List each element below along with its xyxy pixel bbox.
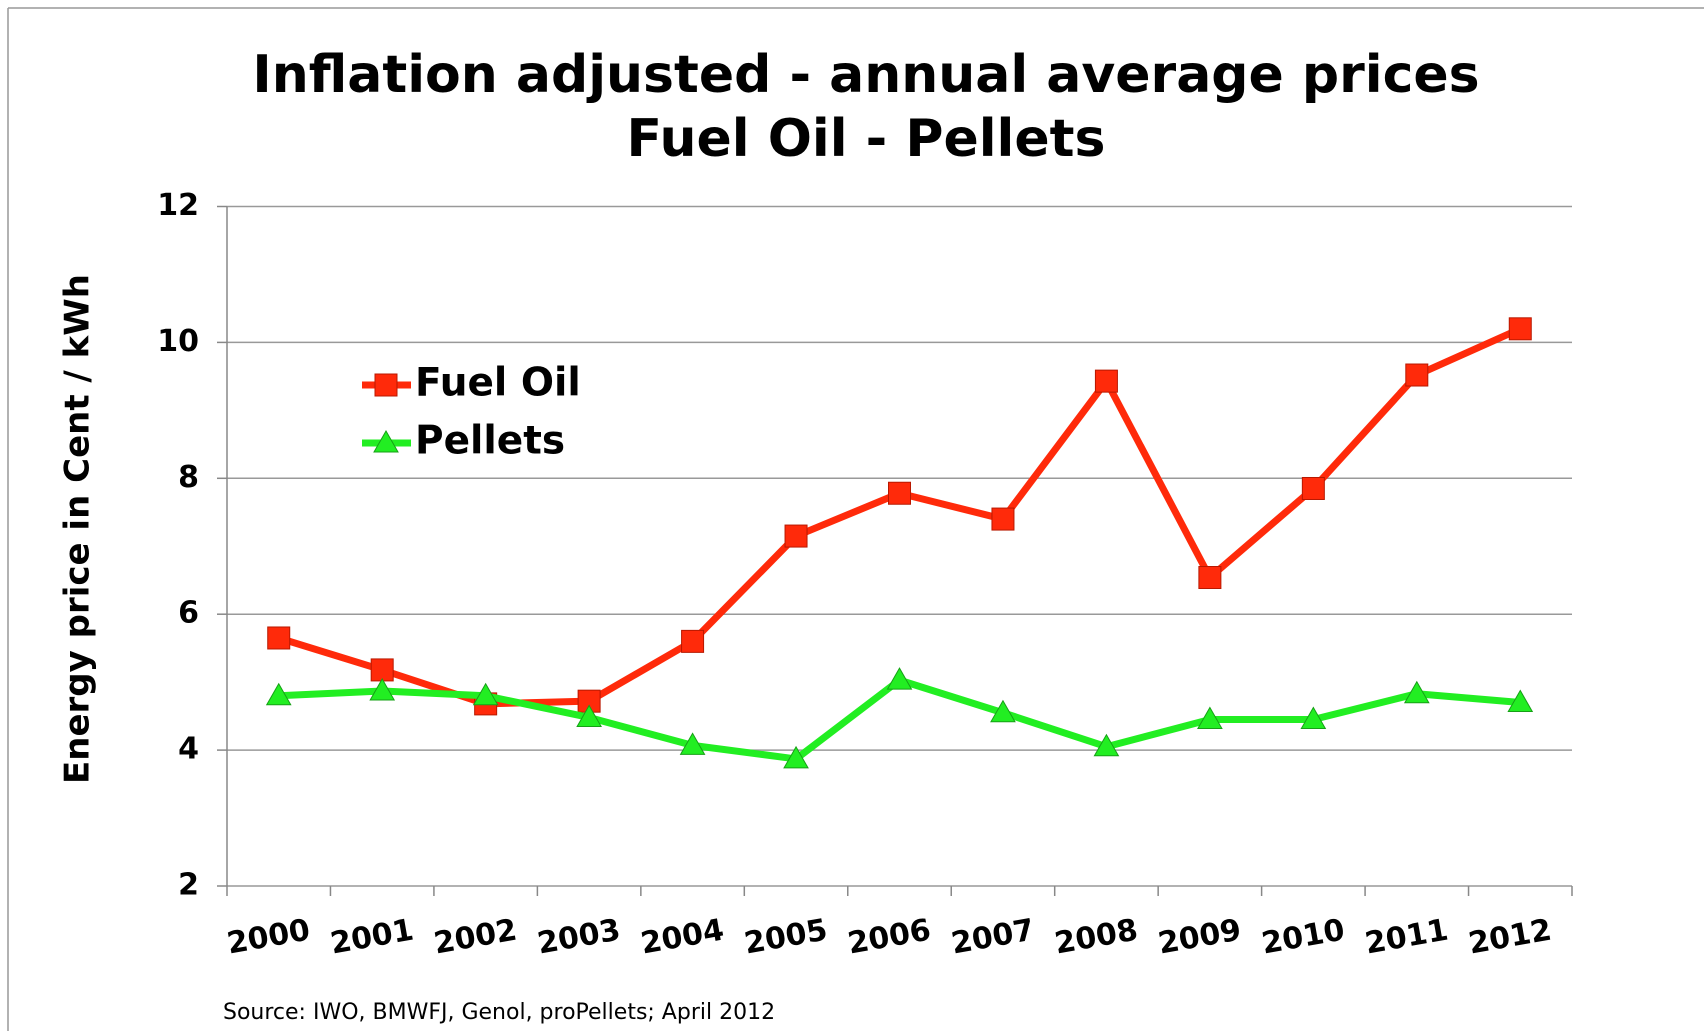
- data-point: [1405, 363, 1429, 387]
- data-point: [1197, 706, 1223, 730]
- x-tick-label: 2000: [224, 913, 312, 962]
- x-tick-label: 2002: [431, 913, 519, 962]
- data-point: [783, 745, 809, 769]
- y-tick-label: 4: [178, 732, 199, 767]
- data-point: [1507, 689, 1534, 713]
- data-point: [1094, 369, 1118, 393]
- data-point: [1508, 317, 1532, 341]
- data-point: [990, 699, 1016, 723]
- data-point: [374, 373, 398, 397]
- data-point: [369, 677, 396, 701]
- data-point: [681, 629, 705, 653]
- y-tick-label: 10: [157, 324, 199, 359]
- data-point: [1403, 680, 1430, 704]
- legend-label: Fuel Oil: [415, 361, 581, 406]
- x-tick-label: 2010: [1259, 913, 1347, 962]
- x-tick-label: 2009: [1156, 913, 1244, 962]
- series-line: [278, 676, 1521, 763]
- chart-title: Inflation adjusted - annual average pric…: [252, 45, 1479, 105]
- x-tick-label: 2001: [328, 913, 416, 962]
- source-note: Source: IWO, BMWFJ, Genol, proPellets; A…: [223, 1000, 775, 1025]
- x-tick-label: 2008: [1052, 913, 1140, 962]
- chart-title: Fuel Oil - Pellets: [627, 109, 1106, 169]
- y-tick-label: 12: [157, 188, 199, 223]
- x-tick-label: 2006: [845, 913, 933, 962]
- x-tick-label: 2007: [949, 913, 1037, 962]
- data-point: [267, 626, 291, 650]
- data-point: [472, 682, 499, 706]
- data-point: [1300, 706, 1327, 730]
- data-point: [370, 658, 394, 682]
- x-tick-label: 2011: [1362, 913, 1450, 962]
- x-tick-label: 2003: [535, 913, 623, 962]
- x-tick-label: 2005: [742, 913, 830, 962]
- data-point: [991, 507, 1015, 531]
- data-point: [679, 732, 706, 755]
- x-tick-label: 2004: [638, 913, 726, 962]
- x-tick-label: 2012: [1466, 913, 1554, 962]
- data-point: [886, 667, 913, 690]
- y-tick-label: 2: [178, 868, 199, 903]
- y-tick-label: 6: [178, 596, 199, 631]
- data-point: [784, 524, 808, 548]
- y-axis-label: Energy price in Cent / kWh: [58, 274, 98, 784]
- y-tick-label: 8: [178, 460, 199, 495]
- data-point: [888, 481, 911, 505]
- data-point: [1093, 733, 1120, 757]
- data-point: [576, 704, 602, 727]
- data-point: [373, 429, 399, 453]
- data-point: [265, 682, 292, 706]
- data-point: [1301, 476, 1325, 500]
- legend-label: Pellets: [415, 419, 565, 464]
- data-point: [1198, 566, 1222, 590]
